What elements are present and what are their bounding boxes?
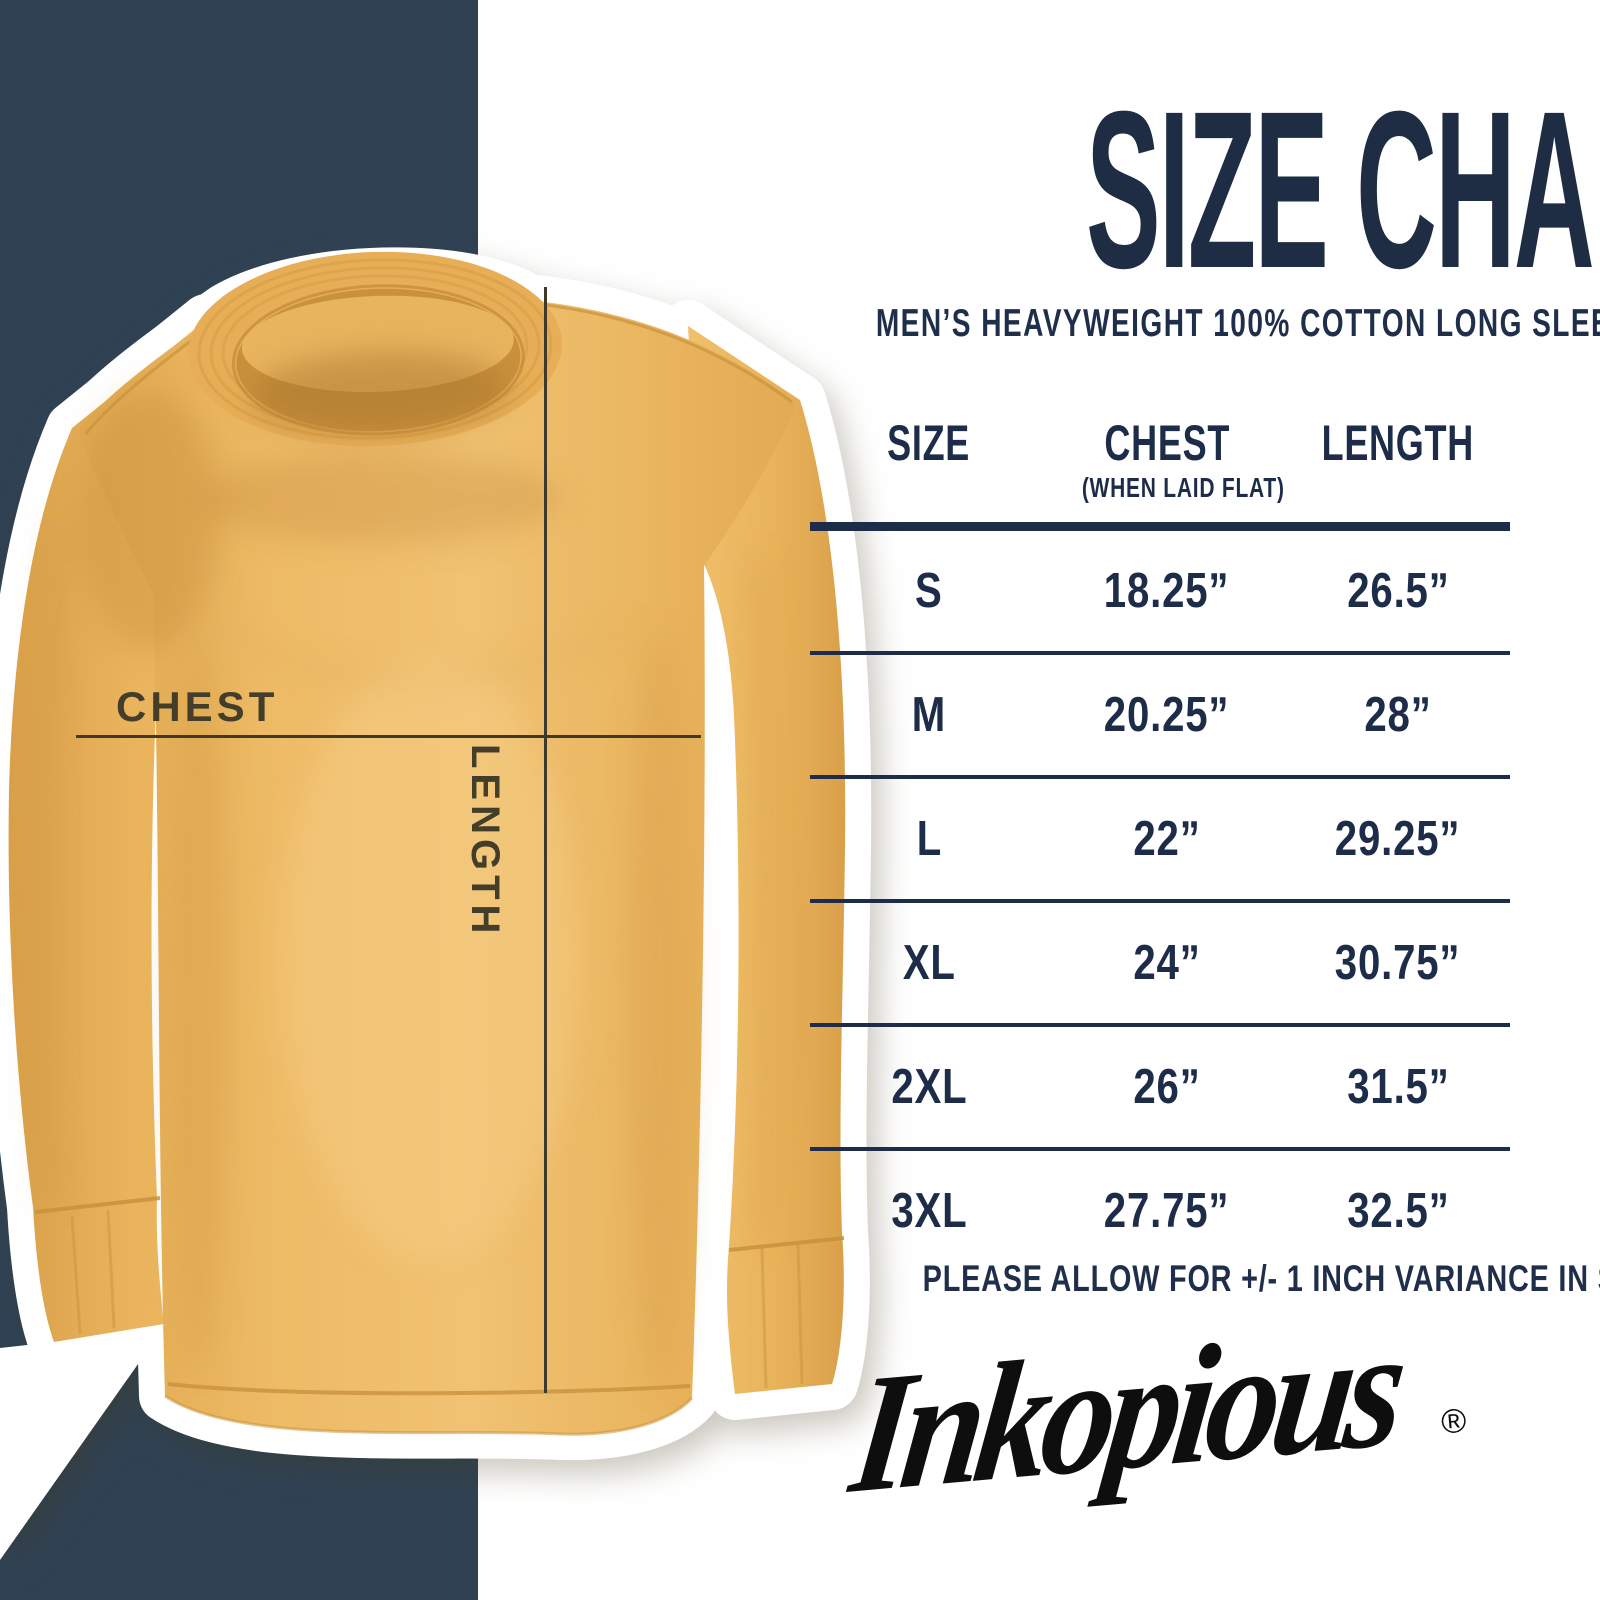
chest-measure-label: CHEST <box>116 683 279 730</box>
column-header-chest: CHEST (WHEN LAID FLAT) <box>1048 416 1286 506</box>
size-cell: M <box>911 688 947 742</box>
chest-cell: 24” <box>1133 936 1201 990</box>
size-cell: S <box>915 564 943 618</box>
variance-note-text: PLEASE ALLOW FOR +/- 1 INCH VARIANCE IN … <box>922 1258 1600 1299</box>
table-row-2xl: 2XL 26” 31.5” <box>810 1027 1510 1147</box>
chest-cell: 27.75” <box>1104 1184 1230 1238</box>
size-cell: 3XL <box>890 1184 968 1238</box>
table-row-divider <box>810 775 1510 779</box>
chest-cell: 20.25” <box>1104 688 1230 742</box>
table-row-xl: XL 24” 30.75” <box>810 903 1510 1023</box>
length-measure-line <box>544 287 547 1393</box>
table-header-rule <box>810 522 1510 531</box>
shirt-collar <box>188 251 562 447</box>
chest-cell: 22” <box>1133 812 1201 866</box>
table-row-s: S 18.25” 26.5” <box>810 531 1510 651</box>
size-cell: 2XL <box>890 1060 968 1114</box>
length-cell: 32.5” <box>1346 1184 1450 1238</box>
table-row-divider <box>810 1147 1510 1151</box>
registered-trademark-icon: ® <box>1439 1401 1468 1442</box>
length-cell: 30.75” <box>1335 936 1461 990</box>
chest-cell: 18.25” <box>1104 564 1230 618</box>
length-measure-label: LENGTH <box>463 744 507 939</box>
length-cell: 29.25” <box>1335 812 1461 866</box>
chest-cell: 26” <box>1133 1060 1201 1114</box>
table-row-divider <box>810 651 1510 655</box>
table-row-m: M 20.25” 28” <box>810 655 1510 775</box>
size-cell: L <box>916 812 942 866</box>
length-cell: 28” <box>1364 688 1432 742</box>
column-header-chest-text: CHEST <box>1104 415 1230 471</box>
table-row-divider <box>810 1023 1510 1027</box>
column-header-size-text: SIZE <box>887 415 971 471</box>
page-title: SIZE CHART <box>760 78 1600 302</box>
size-table-header: SIZE CHEST (WHEN LAID FLAT) LENGTH <box>810 416 1510 506</box>
shirt-fabric <box>8 251 846 1436</box>
page-subtitle-text: MEN’S HEAVYWEIGHT 100% COTTON LONG SLEEV… <box>875 302 1600 345</box>
column-header-length: LENGTH <box>1286 416 1510 470</box>
length-cell: 26.5” <box>1346 564 1450 618</box>
table-row-l: L 22” 29.25” <box>810 779 1510 899</box>
size-cell: XL <box>902 936 956 990</box>
page-subtitle: MEN’S HEAVYWEIGHT 100% COTTON LONG SLEEV… <box>725 302 1600 346</box>
length-cell: 31.5” <box>1346 1060 1450 1114</box>
column-header-length-text: LENGTH <box>1321 415 1475 471</box>
sticker-corner-cutout <box>0 1330 162 1560</box>
chest-subnote-text: (WHEN LAID FLAT) <box>1081 472 1285 503</box>
chest-measure-line <box>76 735 701 738</box>
chest-subnote: (WHEN LAID FLAT) <box>1048 470 1286 506</box>
column-header-size: SIZE <box>810 416 1048 470</box>
page-title-text: SIZE CHART <box>1086 65 1600 315</box>
size-table: SIZE CHEST (WHEN LAID FLAT) LENGTH S 18.… <box>810 416 1510 1271</box>
variance-note: PLEASE ALLOW FOR +/- 1 INCH VARIANCE IN … <box>818 1258 1600 1300</box>
table-row-3xl: 3XL 27.75” 32.5” <box>810 1151 1510 1271</box>
shirt-seams <box>34 300 845 1436</box>
table-row-divider <box>810 899 1510 903</box>
shirt-photo <box>0 251 846 1560</box>
